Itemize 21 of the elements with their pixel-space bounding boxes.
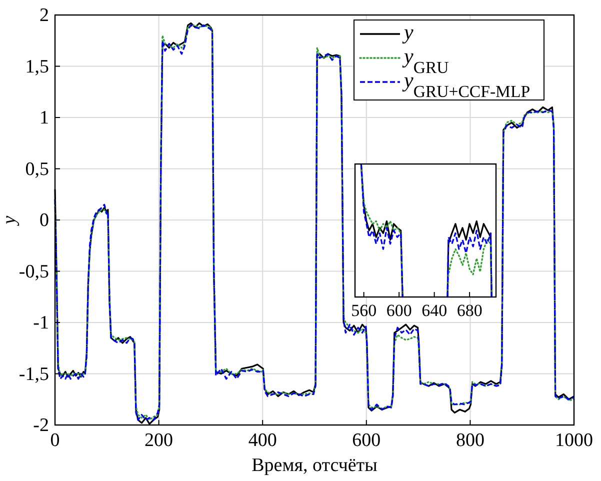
- y-tick-label: -0,5: [18, 261, 49, 282]
- y-tick-label: -1: [33, 312, 49, 334]
- x-tick-label: 680: [456, 301, 482, 320]
- x-tick-label: 800: [456, 430, 484, 451]
- legend-label: y: [402, 20, 414, 44]
- x-tick-label: 560: [351, 301, 377, 320]
- y-tick-label: -1,5: [18, 364, 49, 385]
- x-tick-label: 400: [248, 430, 277, 451]
- x-tick-label: 600: [386, 301, 412, 320]
- y-axis-title: y: [0, 215, 20, 226]
- x-tick-label: 600: [352, 430, 381, 451]
- y-tick-label: 1: [40, 108, 49, 128]
- x-axis-title: Время, отсчёты: [252, 455, 378, 476]
- y-tick-label: 0,5: [25, 158, 49, 180]
- y-tick-label: -2: [33, 415, 49, 436]
- x-tick-label: 640: [422, 301, 448, 320]
- y-tick-label: 2: [40, 5, 49, 26]
- x-tick-label: 1000: [555, 430, 593, 451]
- y-tick-label: 0: [40, 210, 49, 231]
- x-tick-label: 200: [144, 430, 174, 451]
- y-tick-label: 1,5: [25, 56, 49, 78]
